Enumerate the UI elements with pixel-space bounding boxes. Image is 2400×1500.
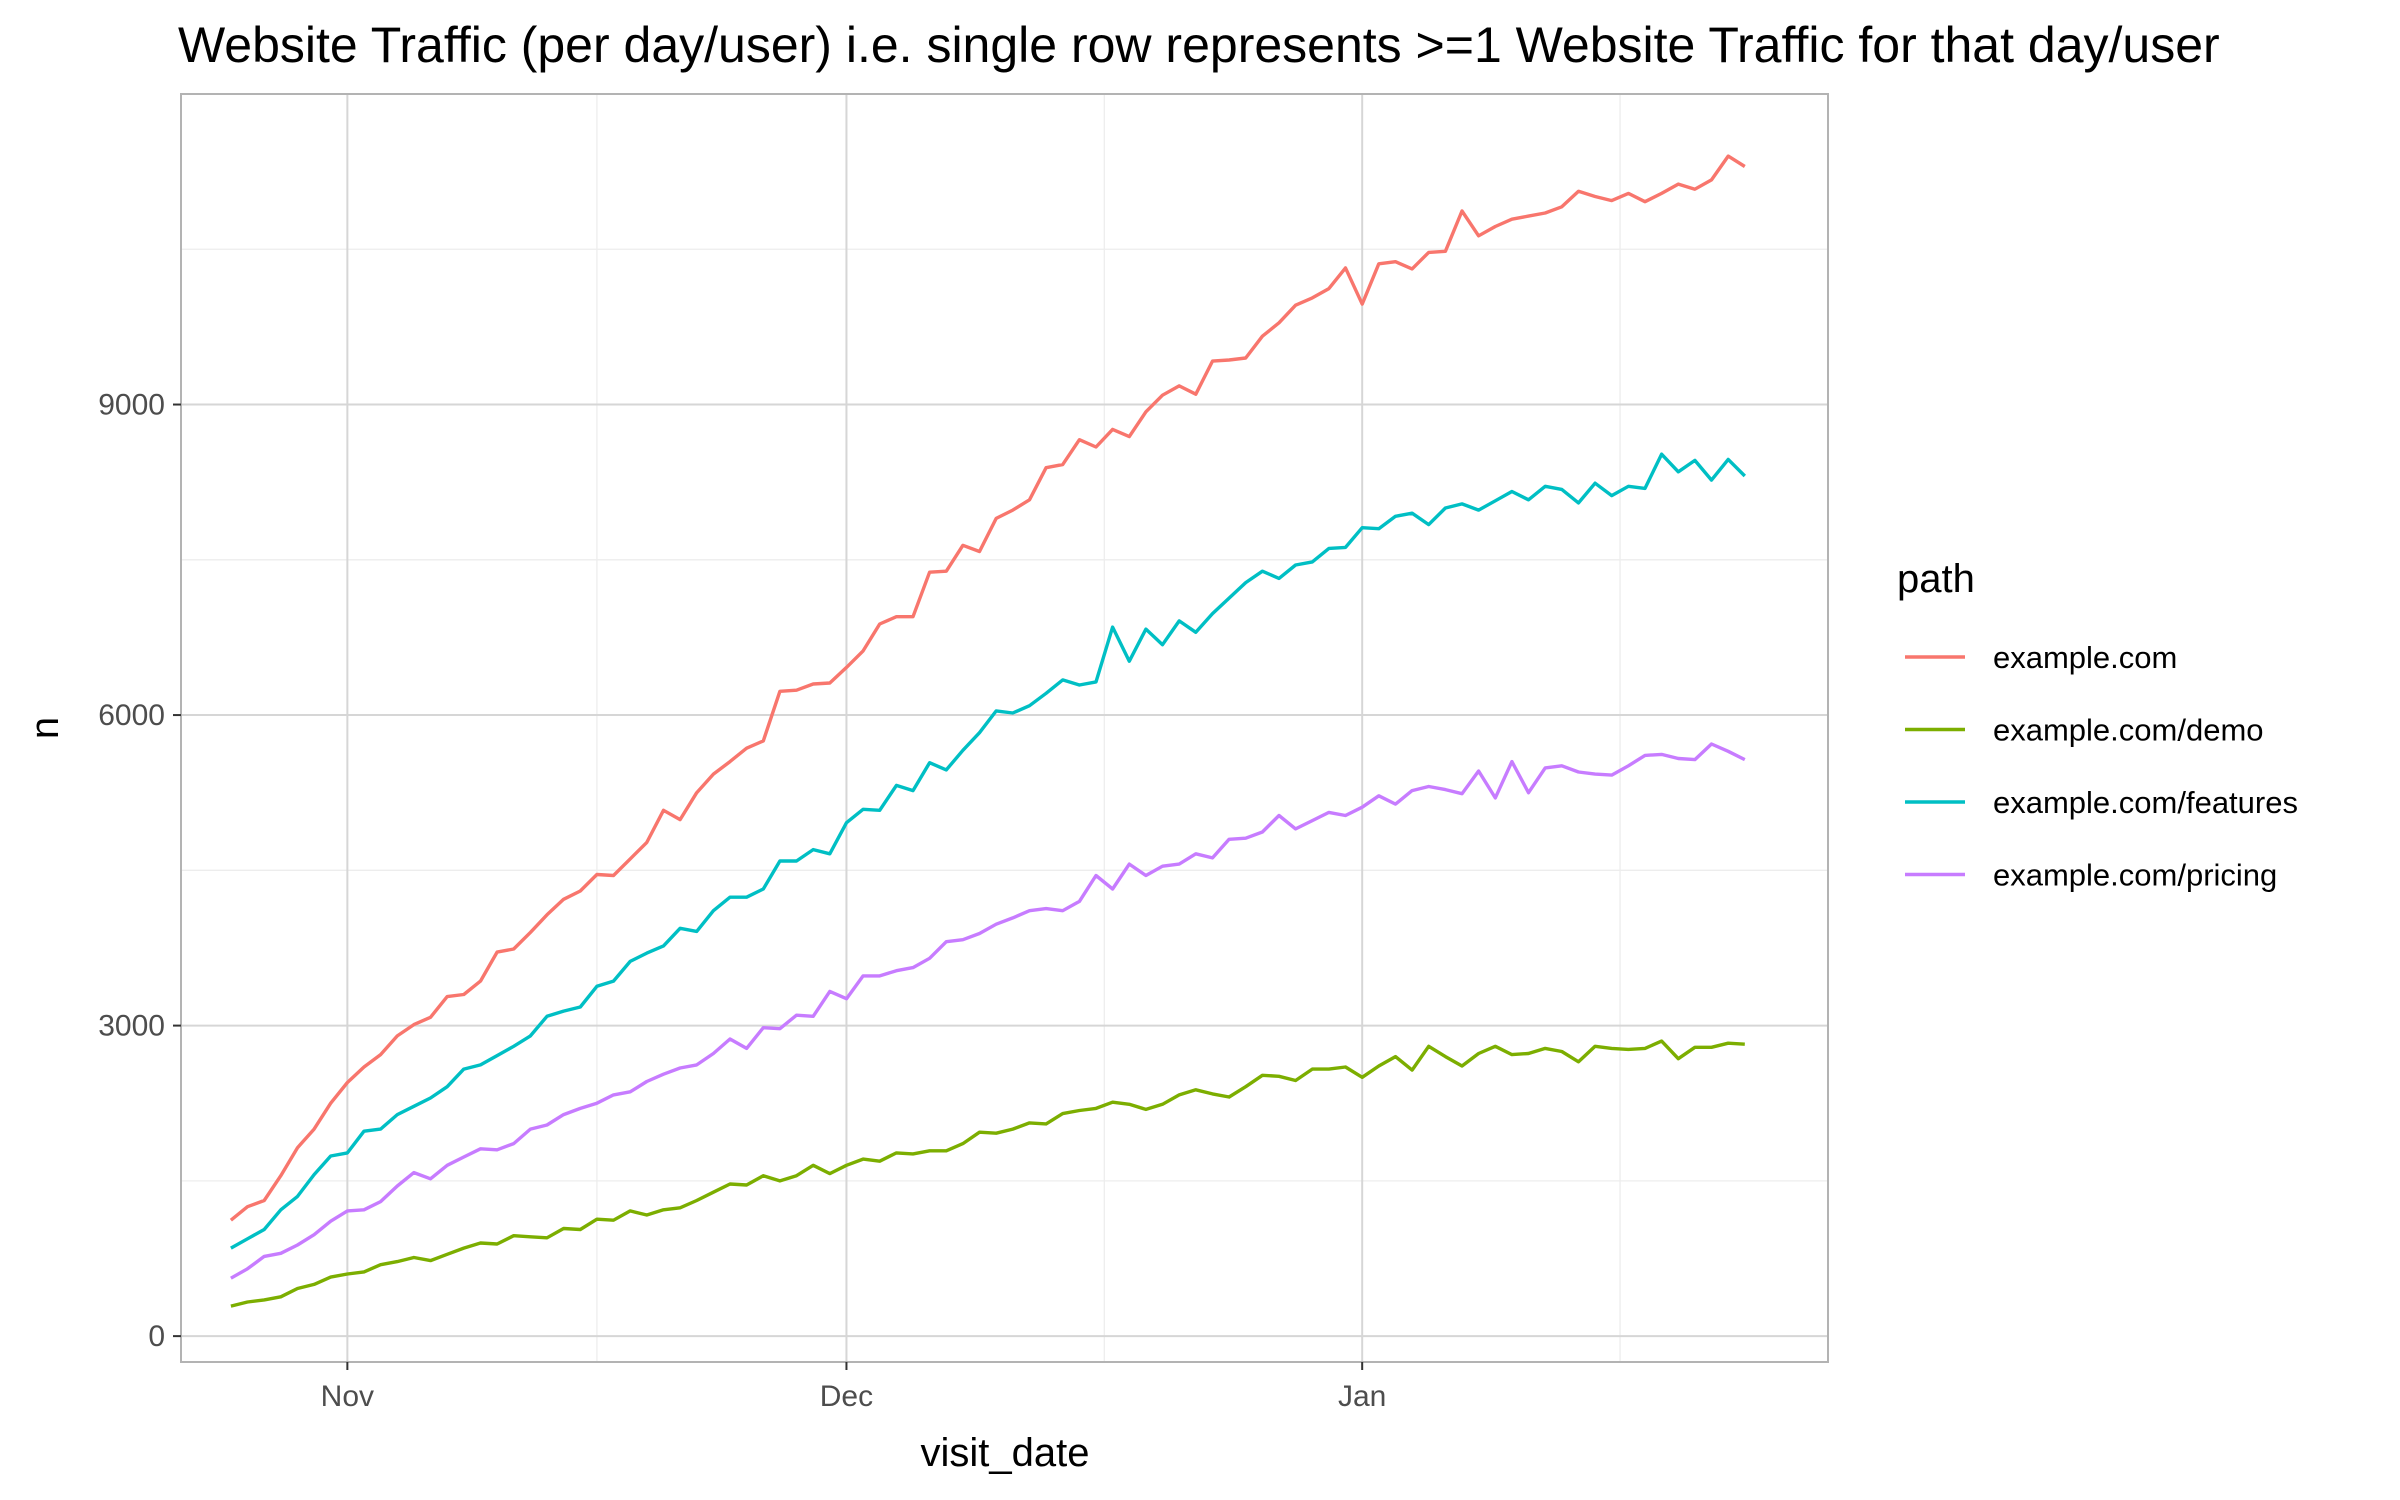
plot-border (180, 93, 1829, 1363)
x-tick-label: Nov (321, 1380, 374, 1413)
x-tick-label: Dec (820, 1380, 873, 1413)
legend-label: example.com/demo (1993, 713, 2264, 748)
y-tick-label: 9000 (98, 389, 165, 422)
legend-item: example.com/features (1905, 785, 2298, 820)
chart-title: Website Traffic (per day/user) i.e. sing… (178, 17, 2220, 73)
x-axis-title: visit_date (921, 1431, 1090, 1475)
series-line (230, 1039, 1745, 1308)
x-axis: Nov Dec Jan (321, 1362, 1386, 1413)
y-axis: 0 3000 6000 9000 (98, 389, 181, 1353)
legend-title: path (1897, 557, 1975, 601)
legend-label: example.com/features (1993, 785, 2298, 820)
x-tick-label: Jan (1338, 1380, 1386, 1413)
plot-panel (180, 93, 1829, 1363)
y-tick-label: 3000 (98, 1010, 165, 1043)
legend-item: example.com/demo (1905, 713, 2264, 748)
series-line (229, 154, 1746, 1222)
legend-label: example.com (1993, 640, 2177, 675)
legend-item: example.com/pricing (1905, 858, 2277, 893)
series-line (230, 742, 1746, 1280)
series-line (230, 452, 1747, 1250)
y-tick-label: 0 (148, 1320, 165, 1353)
plot-background (181, 94, 1828, 1362)
legend-item: example.com (1905, 640, 2177, 675)
legend: path example.com example.com/demo example.… (1897, 557, 2298, 893)
legend-label: example.com/pricing (1993, 858, 2277, 893)
y-tick-label: 6000 (98, 699, 165, 732)
y-axis-title: n (23, 717, 67, 739)
